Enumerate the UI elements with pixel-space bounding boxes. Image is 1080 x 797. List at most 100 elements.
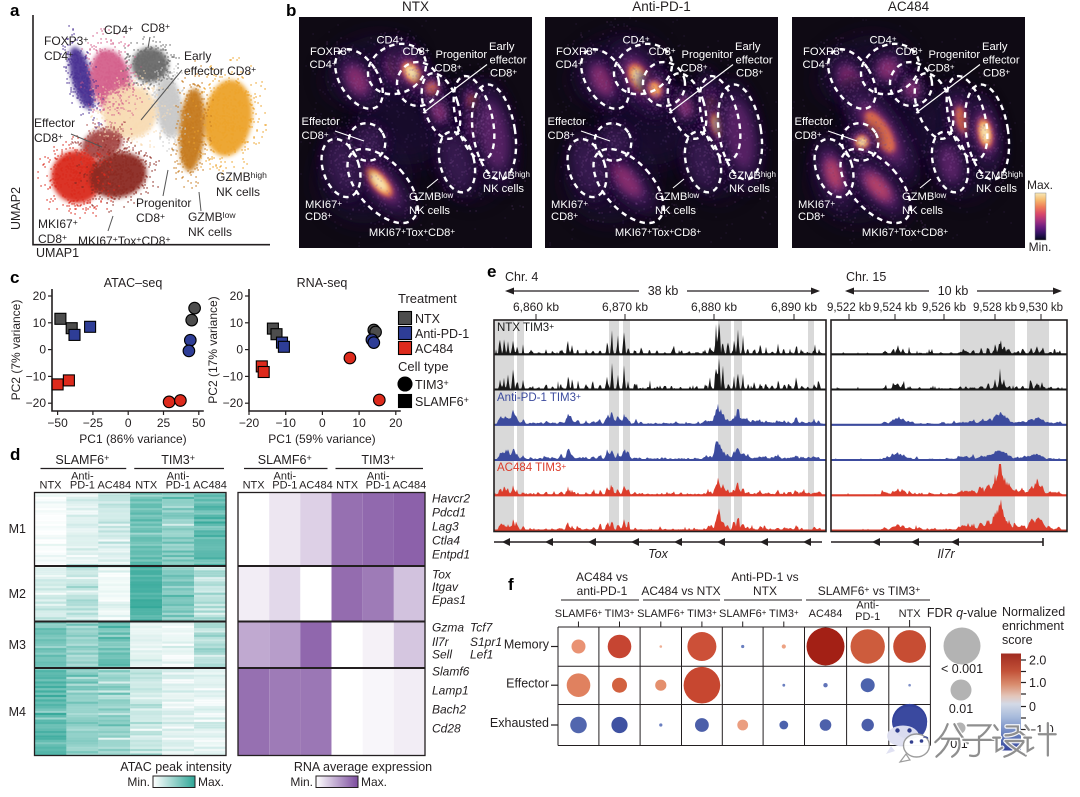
svg-text:CD8+: CD8+ (895, 46, 922, 58)
svg-text:10 kb: 10 kb (938, 284, 969, 298)
svg-text:MKI67+Tox+CD8+: MKI67+Tox+CD8+ (78, 234, 170, 248)
svg-text:Max.: Max. (1027, 178, 1053, 192)
svg-text:FOXP3+: FOXP3+ (310, 46, 352, 58)
svg-text:38 kb: 38 kb (648, 284, 679, 298)
svg-text:M2: M2 (9, 587, 26, 601)
svg-text:Max.: Max. (361, 775, 387, 789)
svg-text:Il7r: Il7r (432, 635, 450, 649)
svg-text:CD8+: CD8+ (551, 211, 578, 223)
svg-text:1.0: 1.0 (1029, 676, 1046, 690)
svg-text:10: 10 (352, 416, 366, 430)
svg-text:M4: M4 (9, 705, 26, 719)
svg-text:10: 10 (230, 316, 244, 330)
svg-text:NK cells: NK cells (409, 205, 450, 217)
svg-text:Anti-: Anti- (856, 600, 879, 612)
svg-text:9,524 kb: 9,524 kb (873, 302, 917, 314)
svg-text:CD8+: CD8+ (648, 46, 675, 58)
svg-text:Lamp1: Lamp1 (432, 684, 469, 698)
svg-text:Tox: Tox (648, 547, 668, 561)
svg-text:Progenitor: Progenitor (682, 49, 734, 61)
svg-text:0.01: 0.01 (949, 702, 973, 716)
svg-text:anti-PD-1: anti-PD-1 (577, 584, 628, 598)
svg-text:MKI67+Tox+CD8+: MKI67+Tox+CD8+ (369, 227, 456, 239)
svg-text:NTX TIM3+: NTX TIM3+ (497, 321, 554, 334)
svg-text:d: d (10, 445, 20, 464)
svg-text:20: 20 (230, 289, 244, 303)
svg-text:effector: effector (490, 55, 527, 67)
svg-text:Chr. 4: Chr. 4 (505, 270, 538, 284)
svg-text:SLAMF6+: SLAMF6+ (415, 395, 469, 409)
svg-text:6,890 kb: 6,890 kb (771, 300, 817, 314)
svg-text:25: 25 (157, 416, 171, 430)
svg-text:Itgav: Itgav (432, 580, 459, 594)
svg-text:NTX: NTX (899, 608, 922, 620)
svg-text:PD-1: PD-1 (70, 480, 95, 492)
svg-text:effector: effector (736, 55, 773, 67)
svg-text:CD8+: CD8+ (302, 130, 329, 142)
svg-text:NK cells: NK cells (902, 205, 943, 217)
svg-text:TIM3+: TIM3+ (415, 378, 449, 392)
svg-text:Exhausted: Exhausted (490, 716, 549, 730)
svg-text:Anti-: Anti- (273, 471, 296, 483)
svg-text:b: b (286, 1, 296, 20)
svg-text:NTX: NTX (753, 584, 777, 598)
svg-text:AC484: AC484 (97, 480, 131, 492)
svg-text:CD8+: CD8+ (34, 131, 63, 145)
svg-text:M3: M3 (9, 638, 26, 652)
svg-text:CD4+: CD4+ (622, 34, 649, 46)
svg-text:AC484 vs: AC484 vs (576, 570, 628, 584)
svg-text:Normalized: Normalized (1002, 605, 1065, 619)
svg-text:Lef1: Lef1 (470, 648, 493, 662)
svg-text:Min.: Min. (127, 775, 150, 789)
svg-text:PC1 (59% variance): PC1 (59% variance) (268, 432, 375, 446)
svg-text:Ctla4: Ctla4 (432, 534, 460, 548)
svg-text:CD4+: CD4+ (803, 59, 830, 71)
svg-text:−20: −20 (239, 416, 260, 430)
svg-text:NK cells: NK cells (188, 225, 232, 239)
svg-text:< 0.001: < 0.001 (941, 662, 983, 676)
svg-text:Memory: Memory (504, 638, 550, 652)
svg-text:CD8+: CD8+ (136, 211, 165, 225)
svg-text:ATAC–seq: ATAC–seq (104, 276, 163, 290)
svg-text:S1pr1: S1pr1 (470, 635, 502, 649)
svg-text:Early: Early (982, 41, 1008, 53)
svg-text:−10: −10 (223, 369, 244, 383)
svg-text:AC484: AC484 (888, 0, 930, 14)
svg-text:MKI67+: MKI67+ (38, 217, 78, 231)
svg-text:MKI67+Tox+CD8+: MKI67+Tox+CD8+ (862, 227, 949, 239)
svg-text:AC484: AC484 (809, 608, 843, 620)
svg-text:0: 0 (1029, 700, 1036, 714)
svg-text:50: 50 (192, 416, 206, 430)
svg-text:CD4+: CD4+ (556, 59, 583, 71)
svg-text:TIM3+: TIM3+ (769, 608, 799, 620)
svg-text:Effector: Effector (506, 676, 549, 690)
svg-text:CD8+: CD8+ (38, 232, 67, 246)
svg-text:CD8+: CD8+ (983, 67, 1010, 79)
svg-text:NTX: NTX (40, 480, 63, 492)
svg-text:Progenitor: Progenitor (136, 196, 191, 210)
svg-text:enrichment: enrichment (1002, 619, 1064, 633)
svg-text:NK cells: NK cells (655, 205, 696, 217)
svg-text:c: c (10, 268, 19, 287)
svg-text:Effector: Effector (548, 116, 587, 128)
svg-text:Min.: Min. (290, 775, 313, 789)
svg-text:Anti-: Anti- (367, 471, 390, 483)
svg-text:TIM3+: TIM3+ (161, 453, 195, 467)
svg-text:FOXP3+: FOXP3+ (44, 34, 88, 48)
svg-text:CD8+: CD8+ (548, 130, 575, 142)
svg-text:6,860 kb: 6,860 kb (513, 300, 559, 314)
svg-text:0: 0 (125, 416, 132, 430)
svg-text:UMAP2: UMAP2 (9, 187, 23, 230)
svg-text:Anti-: Anti- (71, 471, 94, 483)
svg-text:Effector: Effector (302, 116, 341, 128)
svg-text:f: f (508, 575, 514, 594)
svg-text:9,530 kb: 9,530 kb (1019, 302, 1063, 314)
svg-text:Entpd1: Entpd1 (432, 548, 470, 562)
svg-text:6,870 kb: 6,870 kb (602, 300, 648, 314)
svg-text:AC484: AC484 (299, 480, 333, 492)
svg-text:Progenitor: Progenitor (436, 49, 488, 61)
svg-text:−20: −20 (26, 396, 47, 410)
svg-text:effector: effector (983, 55, 1020, 67)
svg-text:effector CD8+: effector CD8+ (184, 64, 256, 78)
svg-text:MKI67+: MKI67+ (798, 199, 835, 211)
